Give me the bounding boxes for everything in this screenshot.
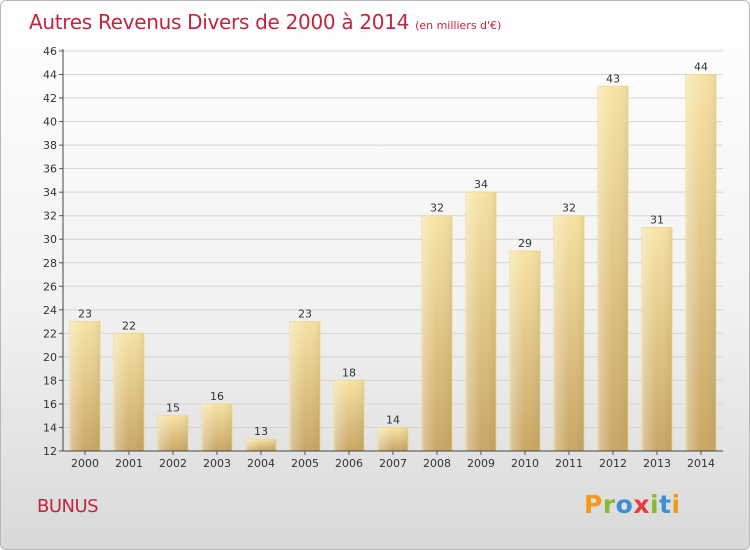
y-tick-label: 20 [43,351,57,364]
chart-title: Autres Revenus Divers de 2000 à 2014 [29,10,410,34]
x-tick-label: 2004 [247,457,275,470]
bar-highlight [114,333,144,451]
data-label: 44 [694,61,708,74]
commune-name: BUNUS [37,496,99,517]
title-row: Autres Revenus Divers de 2000 à 2014 (en … [29,10,501,34]
y-axis: 12 14 16 18 20 22 24 26 28 30 32 34 36 38 40 42 44 46 [43,45,63,458]
proxiti-logo: Proxiti [584,490,681,519]
data-label: 32 [562,202,576,215]
bar-highlight [598,86,628,451]
x-tick-label: 2003 [203,457,231,470]
data-label: 16 [210,390,224,403]
data-label: 22 [122,319,136,332]
x-tick-label: 2013 [643,457,671,470]
data-label: 32 [430,202,444,215]
y-tick-label: 32 [43,210,57,223]
y-tick-label: 42 [43,92,57,105]
data-label: 15 [166,402,180,415]
data-label: 43 [606,72,620,85]
bar-highlight [334,380,364,451]
data-label: 31 [650,213,664,226]
y-tick-label: 40 [43,116,57,129]
bar-highlight [70,321,100,451]
x-tick-label: 2009 [467,457,495,470]
y-tick-label: 14 [43,421,57,434]
y-tick-label: 30 [43,233,57,246]
y-tick-label: 28 [43,257,57,270]
data-labels: 23 22 15 16 13 23 18 14 32 34 29 32 43 31 44 [78,61,708,439]
bar-highlight [510,251,540,451]
y-tick-label: 34 [43,186,57,199]
y-tick-label: 36 [43,163,57,176]
x-tick-label: 2011 [555,457,583,470]
y-tick-label: 18 [43,374,57,387]
y-tick-label: 12 [43,445,57,458]
x-tick-label: 2012 [599,457,627,470]
x-tick-label: 2008 [423,457,451,470]
y-tick-label: 16 [43,398,57,411]
bar-highlight [202,403,232,451]
bar-highlight [290,321,320,451]
bar-highlight [686,74,716,451]
data-label: 34 [474,178,488,191]
x-tick-label: 2006 [335,457,363,470]
data-label: 29 [518,237,532,250]
data-label: 23 [298,308,312,321]
x-tick-label: 2000 [71,457,99,470]
x-tick-label: 2002 [159,457,187,470]
x-tick-label: 2001 [115,457,143,470]
y-tick-label: 46 [43,45,57,58]
chart-subtitle: (en milliers d'€) [415,19,502,32]
bars [69,74,717,452]
x-tick-label: 2007 [379,457,407,470]
x-tick-label: 2010 [511,457,539,470]
y-tick-label: 44 [43,69,57,82]
data-label: 23 [78,308,92,321]
y-tick-label: 26 [43,280,57,293]
bar-highlight [422,215,452,451]
bar-highlight [246,439,276,451]
bar-highlight [642,227,672,451]
bar-highlight [554,215,584,451]
y-tick-label: 38 [43,139,57,152]
bar-highlight [466,192,496,452]
y-tick-label: 22 [43,327,57,340]
x-axis: 2000 2001 2002 2003 2004 2005 2006 2007 2008 2009… [71,451,715,470]
bar-highlight [378,427,408,451]
data-label: 18 [342,366,356,379]
bar-highlight [158,415,188,451]
data-label: 14 [386,413,400,426]
data-label: 13 [254,425,268,438]
x-tick-label: 2014 [687,457,715,470]
y-tick-label: 24 [43,304,57,317]
x-tick-label: 2005 [291,457,319,470]
